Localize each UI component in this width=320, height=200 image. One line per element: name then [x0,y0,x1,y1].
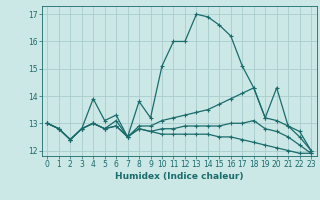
X-axis label: Humidex (Indice chaleur): Humidex (Indice chaleur) [115,172,244,181]
